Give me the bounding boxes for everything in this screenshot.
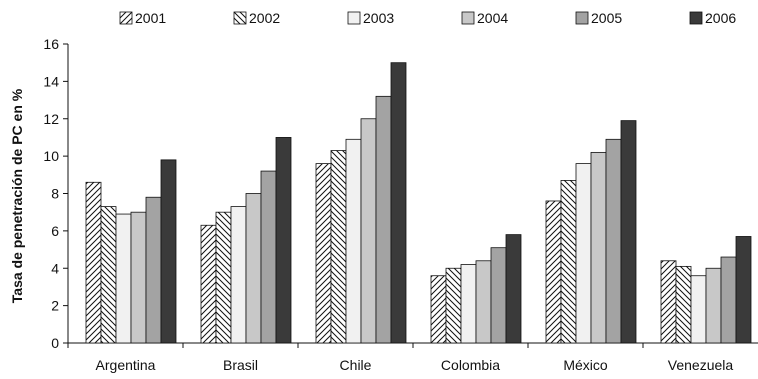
bar-2001-5 [660,260,677,344]
bar-2001-2 [315,163,332,344]
legend-label-2004: 2004 [477,10,508,26]
bar-2006-1 [275,137,292,344]
legend-swatch-2005 [575,11,589,25]
category-label: Brasil [223,357,258,373]
bar-2003-5 [690,275,707,344]
category-label: Argentina [96,357,156,373]
category-label: México [563,357,608,373]
bar-2005-5 [720,256,737,344]
legend-swatch-2003 [347,11,361,25]
legend-swatch-2002 [233,11,247,25]
legend-swatch-2004 [461,11,475,25]
legend: 2001 2002 2003 2004 2005 2006 [119,10,736,26]
legend-label-2005: 2005 [591,10,622,26]
bar-2003-3 [460,264,477,344]
y-tick-label: 10 [43,148,59,164]
y-tick-label: 4 [51,260,59,276]
bar-2002-5 [675,265,692,344]
bar-2001-4 [545,200,562,344]
bar-2005-0 [145,196,162,344]
y-axis-label: Tasa de penetración de PC en % [9,88,25,303]
bar-2006-5 [735,236,752,344]
bar-2001-1 [200,224,217,344]
bar-2004-2 [360,118,377,344]
bar-2005-3 [490,247,507,344]
bar-2003-4 [575,163,592,344]
bar-2002-0 [100,206,117,344]
bar-2004-0 [130,211,147,344]
bar-2003-2 [345,138,362,344]
bars [85,62,752,344]
y-tick-label: 14 [43,73,59,89]
legend-swatch-2006 [689,11,703,25]
category-labels: Argentina Brasil Chile Colombia México Venezu… [96,357,734,373]
bar-2006-2 [390,62,407,344]
y-tick-label: 8 [51,186,59,202]
bar-2001-3 [430,275,447,344]
bar-2005-1 [260,170,277,344]
bar-2006-4 [620,120,637,344]
bar-2003-0 [115,213,132,344]
bar-2005-2 [375,95,392,344]
bar-2004-1 [245,193,262,344]
bar-2003-1 [230,206,247,344]
bar-2004-3 [475,260,492,344]
category-label: Colombia [441,357,500,373]
legend-swatch-2001 [119,11,133,25]
bar-2002-1 [215,211,232,344]
bar-2006-3 [505,234,522,344]
bar-2005-4 [605,138,622,344]
axes: 0 2 4 6 8 10 12 14 16 [43,36,758,351]
legend-label-2002: 2002 [249,10,280,26]
bar-2002-3 [445,267,462,344]
y-tick-label: 12 [43,111,59,127]
bar-2002-2 [330,150,347,344]
bar-2002-4 [560,180,577,344]
category-label: Venezuela [668,357,734,373]
bar-2004-4 [590,151,607,344]
y-tick-label: 2 [51,298,59,314]
legend-label-2003: 2003 [363,10,394,26]
legend-label-2001: 2001 [135,10,166,26]
bar-2006-0 [160,159,177,344]
y-tick-label: 0 [51,335,59,351]
legend-label-2006: 2006 [705,10,736,26]
y-tick-label: 6 [51,223,59,239]
category-label: Chile [340,357,372,373]
bar-2004-5 [705,267,722,344]
bar-2001-0 [85,181,102,344]
y-tick-label: 16 [43,36,59,52]
